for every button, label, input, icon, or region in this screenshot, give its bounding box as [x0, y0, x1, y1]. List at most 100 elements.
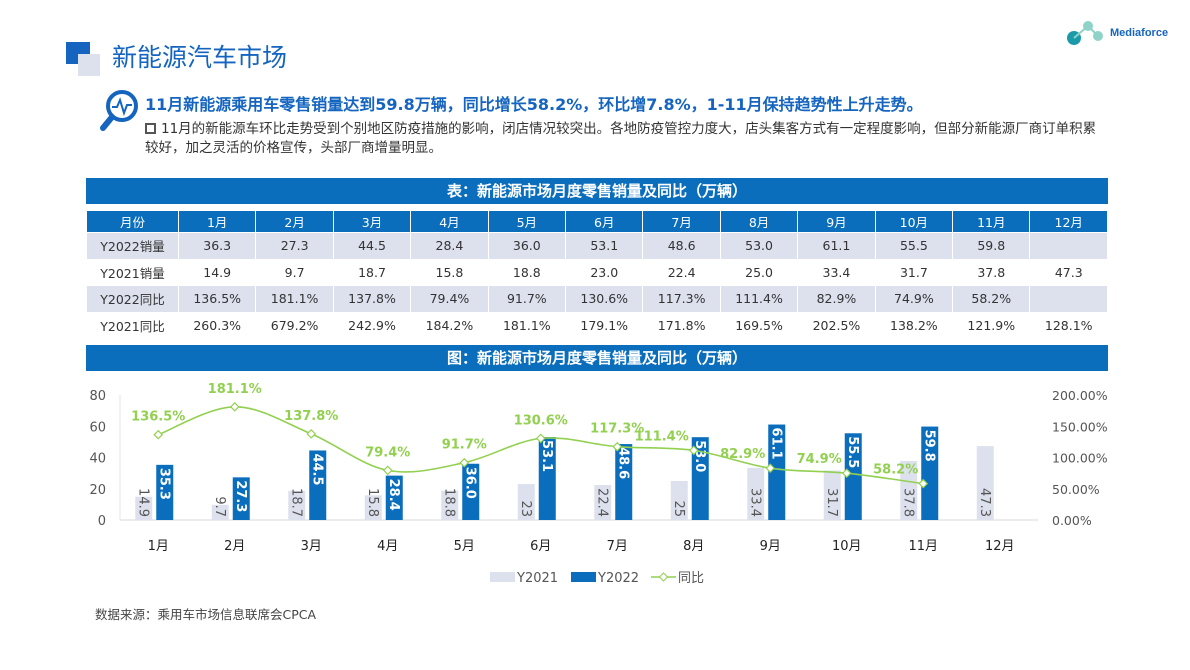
- bar-y2022: [921, 426, 939, 520]
- table-cell: 25.0: [719, 258, 799, 286]
- table-cell: 47.3: [1029, 258, 1108, 286]
- table-cell: 23.0: [565, 258, 644, 286]
- bar-label-y2022: 48.6: [615, 447, 630, 479]
- headline: 11月新能源乘用车零售销量达到59.8万辆，同比增长58.2%，环比增7.8%，…: [145, 95, 923, 114]
- table-cell: 242.9%: [332, 311, 412, 339]
- bar-label-y2022: 53.0: [692, 440, 707, 472]
- yoy-label: 79.4%: [365, 445, 410, 460]
- table-cell: 44.5: [332, 232, 412, 260]
- table-cell: 260.3%: [177, 311, 257, 339]
- table-cell: 679.2%: [255, 311, 334, 339]
- legend-marker-yoy: [658, 572, 669, 582]
- column-header: 月份: [86, 210, 179, 233]
- bar-y2022: [462, 463, 480, 520]
- bullet-square-icon: [145, 123, 156, 134]
- x-tick-label: 3月: [301, 539, 322, 554]
- table-cell: 14.9: [177, 258, 257, 286]
- bar-y2021: [976, 446, 994, 520]
- bar-label-y2022: 61.1: [768, 428, 783, 460]
- table-cell: 28.4: [410, 232, 489, 260]
- legend-label-y2022: Y2022: [597, 571, 639, 586]
- bar-label-y2021: 23: [518, 500, 533, 517]
- table-cell: 59.8: [952, 232, 1031, 260]
- yoy-marker: [918, 478, 929, 489]
- y2-tick-label: 150.00%: [1052, 419, 1108, 434]
- legend-label-y2021: Y2021: [516, 571, 558, 586]
- table-title: 表：新能源市场月度零售销量及同比（万辆）: [86, 178, 1108, 204]
- y-tick-label: 20: [89, 483, 106, 498]
- table-cell: 9.7: [255, 258, 334, 286]
- table-cell: 137.8%: [332, 285, 412, 313]
- table-row: Y2021同比 260.3% 679.2% 242.9% 184.2% 181.1% 179…: [86, 311, 1108, 339]
- x-tick-label: 12月: [985, 539, 1015, 554]
- x-tick-label: 4月: [377, 539, 398, 554]
- column-header: 8月: [719, 210, 799, 233]
- yoy-label: 136.5%: [131, 410, 185, 425]
- bar-y2021: [135, 496, 153, 520]
- chart-title: 图：新能源市场月度零售销量及同比（万辆）: [86, 345, 1108, 371]
- table-cell: 117.3%: [642, 285, 721, 313]
- table-cell: 169.5%: [719, 311, 799, 339]
- x-tick-label: 8月: [683, 539, 704, 554]
- column-header: 12月: [1029, 210, 1108, 233]
- yoy-marker: [688, 445, 699, 456]
- table-cell: Y2021销量: [86, 258, 179, 286]
- y-tick-label: 60: [89, 420, 106, 435]
- bar-label-y2021: 25: [671, 500, 686, 517]
- yoy-marker: [229, 401, 240, 412]
- table-cell: Y2022同比: [86, 285, 179, 313]
- x-tick-label: 7月: [607, 539, 628, 554]
- table-cell: 53.0: [719, 232, 799, 260]
- table-cell: 33.4: [797, 258, 876, 286]
- table-cell: 202.5%: [797, 311, 876, 339]
- bar-label-y2021: 18.7: [288, 488, 303, 517]
- yoy-line: [157, 406, 924, 485]
- bar-y2021: [900, 460, 918, 520]
- table-cell: Y2022销量: [86, 232, 179, 260]
- bar-y2021: [211, 504, 229, 520]
- column-header: 5月: [487, 210, 567, 233]
- yoy-marker: [535, 433, 546, 444]
- yoy-label: 137.8%: [284, 409, 338, 424]
- bar-y2021: [747, 467, 765, 520]
- table-cell: 18.7: [332, 258, 412, 286]
- table-cell: 22.4: [642, 258, 721, 286]
- table-cell: 15.8: [410, 258, 489, 286]
- y2-tick-label: 0.00%: [1052, 513, 1092, 528]
- column-header: 6月: [565, 210, 644, 233]
- yoy-marker: [306, 429, 317, 439]
- yoy-marker: [765, 463, 776, 474]
- bar-label-y2021: 22.4: [594, 488, 609, 517]
- magnifier-pulse-icon: [100, 90, 138, 131]
- sales-table: 月份 1月 2月 3月 4月 5月 6月 7月 8月 9月 10月 11月 12月 Y2022销量 36.3…: [86, 210, 1108, 339]
- yoy-marker: [459, 457, 470, 468]
- table-cell: 18.8: [487, 258, 567, 286]
- table-cell: 31.7: [874, 258, 954, 286]
- yoy-label: 82.9%: [720, 447, 765, 462]
- summary-text: 11月的新能源车环比走势受到个别地区防疫措施的影响，闭店情况较突出。各地防疫管控…: [145, 121, 1097, 156]
- table-cell: Y2021同比: [86, 311, 179, 339]
- table-cell: 184.2%: [410, 311, 489, 339]
- table-cell: 61.1: [797, 232, 876, 260]
- yoy-label: 111.4%: [635, 429, 689, 444]
- yoy-label: 117.3%: [590, 422, 644, 437]
- column-header: 3月: [332, 210, 412, 233]
- bar-label-y2022: 35.3: [156, 468, 171, 500]
- x-tick-label: 6月: [530, 539, 551, 554]
- y2-tick-label: 50.00%: [1052, 482, 1100, 497]
- bar-label-y2022: 27.3: [233, 480, 248, 512]
- column-header: 9月: [797, 210, 876, 233]
- bar-label-y2022: 36.0: [462, 467, 477, 499]
- table-cell: 36.3: [177, 232, 257, 260]
- x-tick-label: 10月: [832, 539, 862, 554]
- column-header: 11月: [952, 210, 1031, 233]
- table-cell: 82.9%: [797, 285, 876, 313]
- table-cell: 36.0: [487, 232, 567, 260]
- bar-y2022: [232, 477, 250, 520]
- bar-label-y2021: 31.7: [824, 488, 839, 517]
- bar-y2022: [156, 464, 174, 520]
- bar-label-y2021: 15.8: [365, 488, 380, 517]
- bar-y2021: [441, 490, 459, 520]
- table-cell: 27.3: [255, 232, 334, 260]
- legend-label-yoy: 同比: [678, 571, 704, 586]
